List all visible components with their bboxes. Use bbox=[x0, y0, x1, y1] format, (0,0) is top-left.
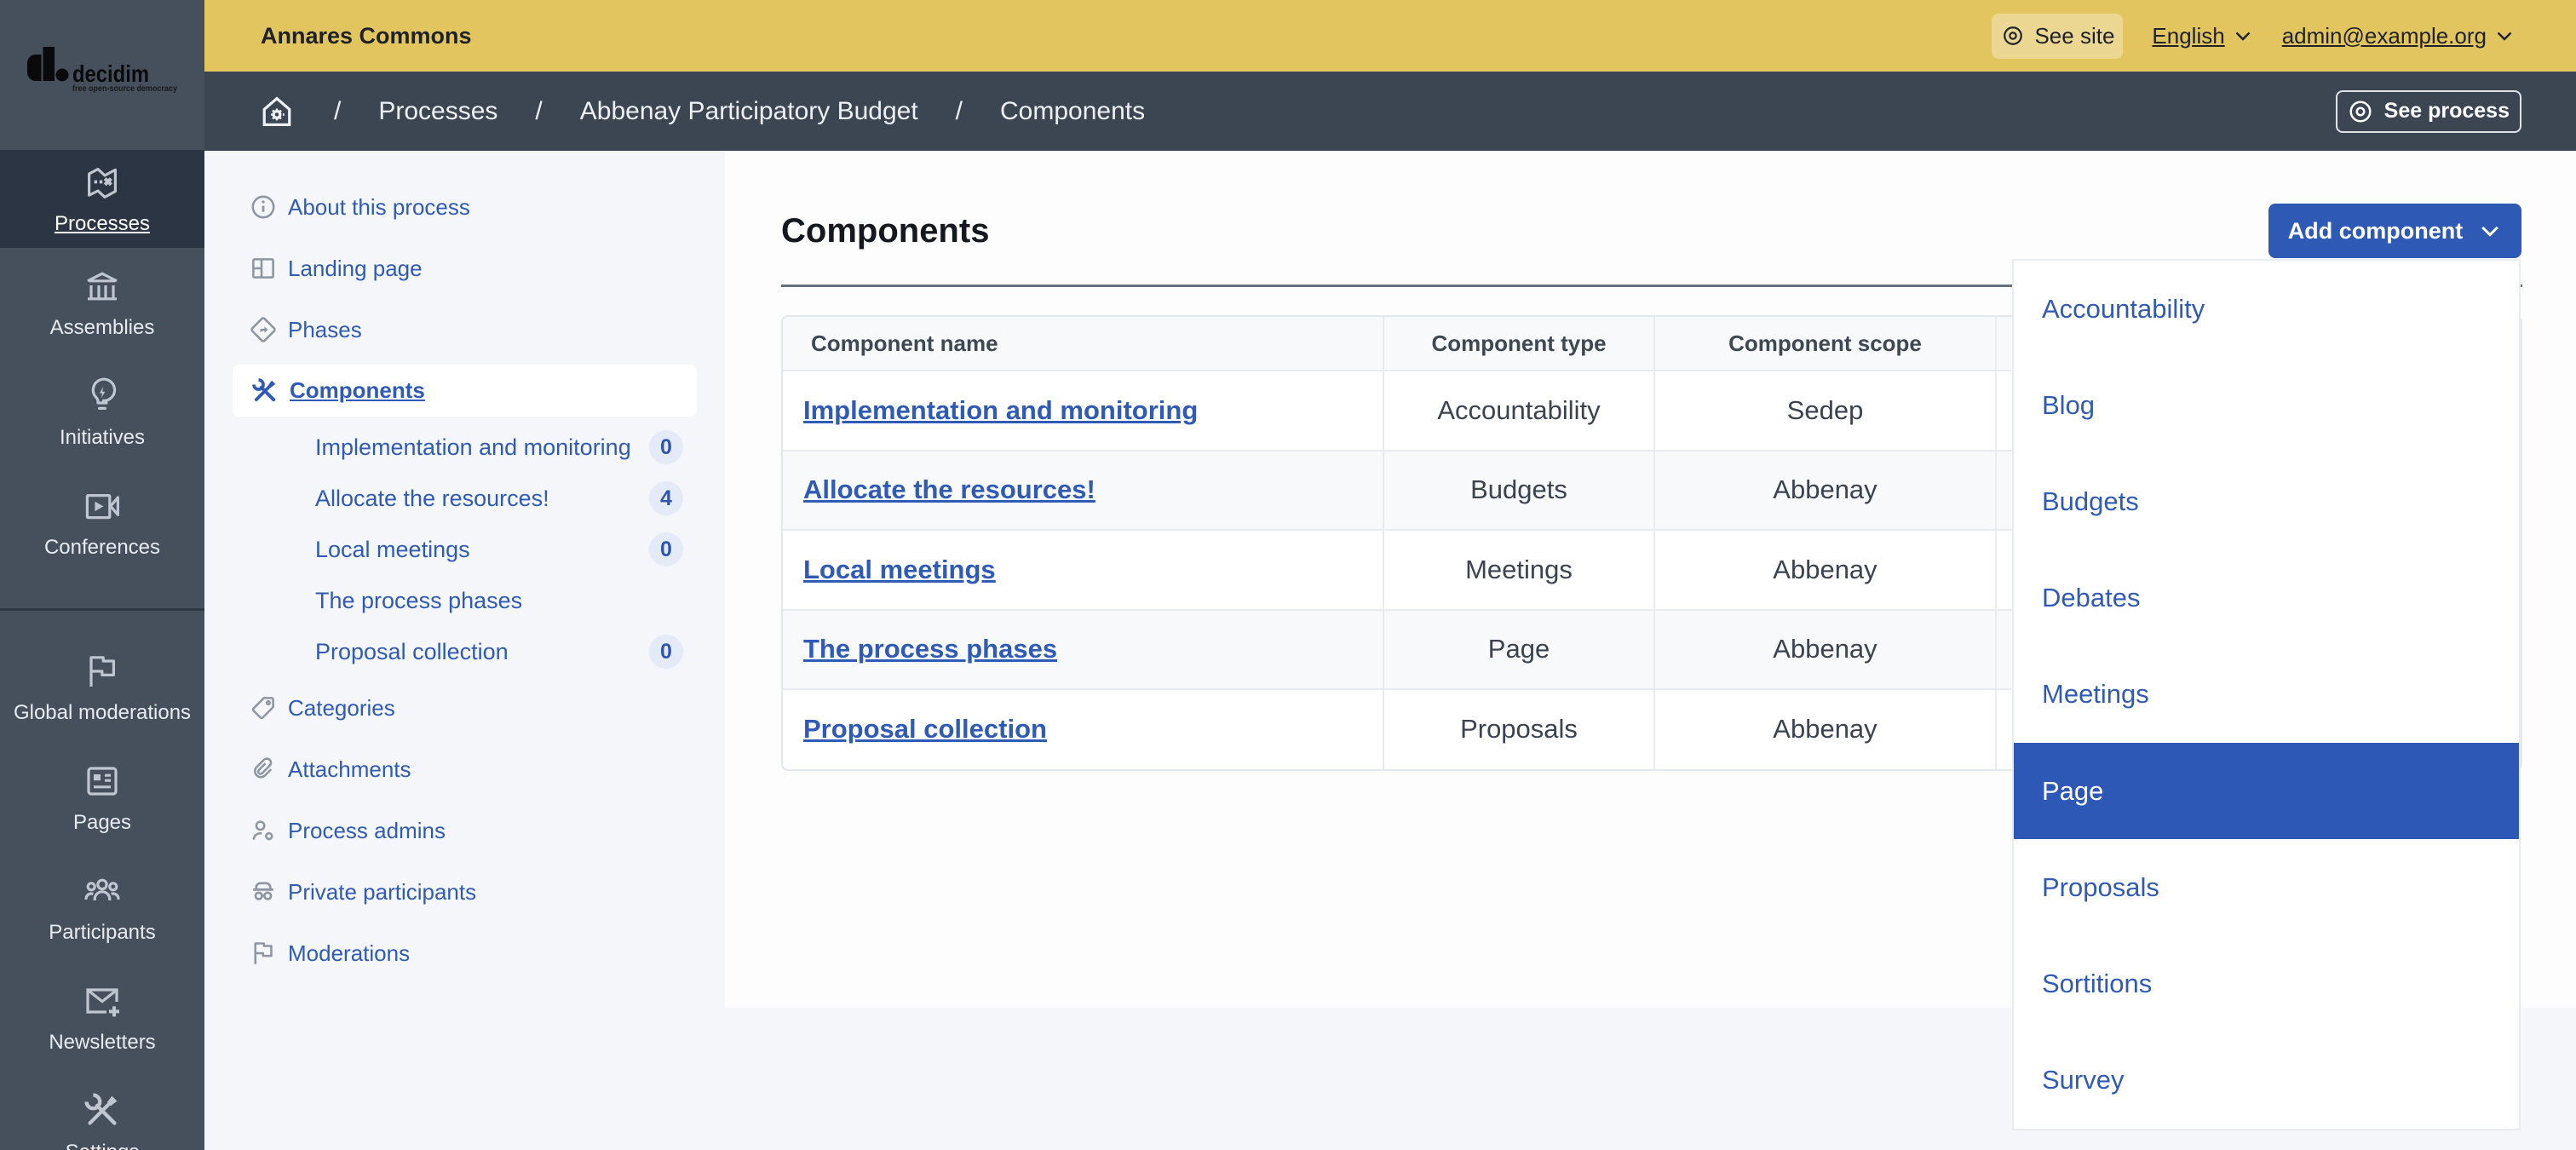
svg-text:free open-source democracy: free open-source democracy bbox=[72, 83, 177, 94]
svg-text:decidim: decidim bbox=[72, 60, 149, 87]
